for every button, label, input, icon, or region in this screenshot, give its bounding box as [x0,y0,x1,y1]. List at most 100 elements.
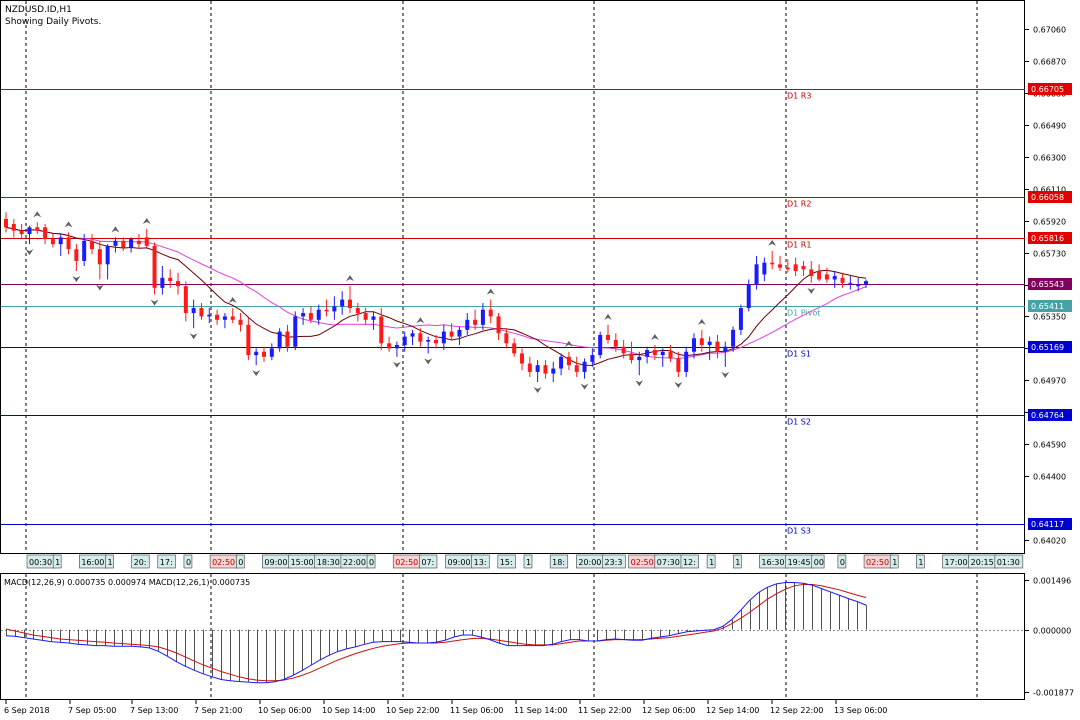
fractal-down-arrow [392,361,401,368]
candle-body [394,345,399,349]
candle-body [559,356,564,369]
fractal-down-arrow [150,299,159,306]
candle-body [410,333,415,337]
candle-body [136,240,141,245]
session-label: 1 [709,558,714,567]
session-label: 00:30 [29,558,52,567]
candle-body [832,276,837,280]
session-label-box [52,554,62,569]
session-label: 17: [160,558,173,567]
session-label: 20:00 [578,558,601,567]
session-label: 0 [840,558,845,567]
price-level-badge [1028,300,1072,312]
candle-body [504,333,509,344]
fractal-down-arrow [25,249,34,256]
candle-body [152,245,157,288]
session-label: 1 [892,558,897,567]
fractal-up-arrow [346,275,354,282]
candle-body [864,281,868,285]
candle-body [176,281,180,287]
session-label: 02:50 [866,558,889,567]
candle-body [496,316,501,334]
ma-slow-line [5,226,867,360]
chart-subtitle: Showing Daily Pivots. [5,17,101,27]
session-label: 1 [918,558,923,567]
time-axis-label: 7 Sep 05:00 [68,706,116,715]
macd-frame [0,573,1025,700]
candle-body [762,262,767,275]
candle-body [82,240,87,261]
candle-body [418,333,423,342]
session-label: 0 [186,558,191,567]
price-axis-label: 0.64590 [1033,441,1066,450]
time-axis-label: 12 Sep 22:00 [770,706,823,715]
time-axis-label: 13 Sep 06:00 [834,706,887,715]
fractal-down-arrow [95,284,104,291]
session-label-box [523,554,533,569]
session-label-box [419,554,438,569]
price-axis-label: 0.64020 [1033,537,1066,546]
candle-body [527,363,532,372]
macd-main-line [5,582,867,684]
candle-body [707,341,712,346]
session-label-box [235,554,245,569]
session-label: 13: [474,558,487,567]
fractal-down-arrow [72,276,81,283]
price-axis-label: 0.65350 [1033,313,1066,322]
session-label-box [706,554,716,569]
fractal-up-arrow [486,288,495,295]
session-label-box [471,554,490,569]
fractal-up-arrow [697,318,706,325]
candle-body [58,237,63,245]
price-level-badge [1028,83,1072,95]
candle-body [301,313,306,317]
candle-body [480,309,485,325]
candle-body [770,262,775,265]
candle-body [129,239,134,248]
price-axis-label: 0.66300 [1033,154,1066,163]
candle-body [113,240,118,246]
fractal-down-arrow [721,371,730,378]
price-level-badge-text: 0.65411 [1031,302,1064,311]
candle-body [692,338,696,352]
candle-body [856,284,861,287]
time-axis-label: 12 Sep 06:00 [642,706,695,715]
price-axis-label: 0.66490 [1033,122,1066,131]
candle-body [598,334,603,356]
candle-body [652,350,657,356]
candle-body [19,230,24,235]
session-label: 0 [369,558,374,567]
session-label: 20:15 [971,558,994,567]
price-level-badge [1028,191,1072,203]
price-level-badge [1028,232,1072,244]
fractal-down-arrow [252,370,261,377]
candle-body [105,245,110,265]
price-axis-label: 0.66870 [1033,58,1066,67]
session-label: 07: [421,558,434,567]
candle-body [731,329,736,347]
session-label-box [680,554,699,569]
session-label: 1 [55,558,60,567]
candle-body [574,365,579,372]
candle-body [191,308,196,314]
candle-body [848,282,853,284]
candle-body [778,264,782,268]
session-label: 1 [735,558,740,567]
candle-body [50,239,55,245]
candle-body [793,264,798,272]
session-label: 16:30 [761,558,784,567]
candle-body [238,319,243,325]
fractal-up-arrow [768,239,777,246]
session-label-box [105,554,114,569]
candle-body [4,218,8,228]
time-axis-label: 11 Sep 14:00 [514,706,567,715]
fractal-up-arrow [650,334,659,341]
candle-body [121,240,126,248]
price-level-badge-text: 0.64117 [1031,520,1064,529]
candle-body [160,277,165,288]
chart-symbol-label: NZDUSD.ID,H1 [5,5,72,15]
time-axis-label: 10 Sep 14:00 [322,706,375,715]
candle-body [606,334,610,340]
candle-body [285,331,290,347]
